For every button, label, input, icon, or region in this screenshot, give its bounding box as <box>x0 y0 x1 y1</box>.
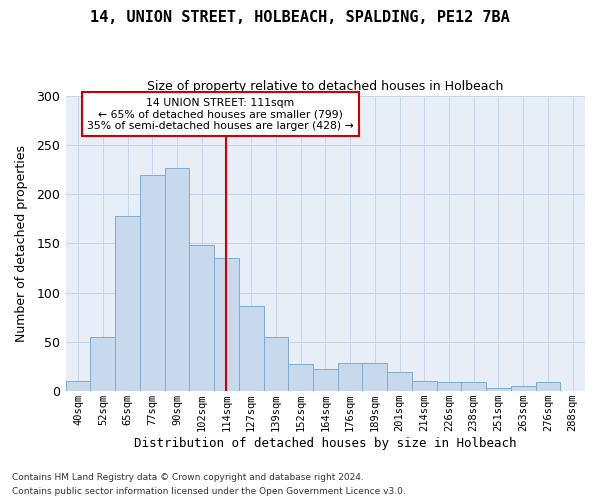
Bar <box>486 388 511 391</box>
Bar <box>164 168 190 391</box>
Text: Contains HM Land Registry data © Crown copyright and database right 2024.: Contains HM Land Registry data © Crown c… <box>12 472 364 482</box>
Bar <box>437 382 461 391</box>
Title: Size of property relative to detached houses in Holbeach: Size of property relative to detached ho… <box>147 80 503 93</box>
Bar <box>461 382 486 391</box>
Bar <box>536 382 560 391</box>
Bar <box>91 337 115 391</box>
Bar <box>140 176 164 391</box>
Bar <box>511 386 536 391</box>
Bar <box>288 364 313 391</box>
Bar <box>115 216 140 391</box>
Bar <box>387 372 412 391</box>
X-axis label: Distribution of detached houses by size in Holbeach: Distribution of detached houses by size … <box>134 437 517 450</box>
Bar <box>362 362 387 391</box>
Bar <box>214 258 239 391</box>
Text: 14, UNION STREET, HOLBEACH, SPALDING, PE12 7BA: 14, UNION STREET, HOLBEACH, SPALDING, PE… <box>90 10 510 25</box>
Bar <box>66 382 91 391</box>
Y-axis label: Number of detached properties: Number of detached properties <box>15 145 28 342</box>
Bar <box>313 368 338 391</box>
Text: 14 UNION STREET: 111sqm
← 65% of detached houses are smaller (799)
35% of semi-d: 14 UNION STREET: 111sqm ← 65% of detache… <box>87 98 353 130</box>
Bar <box>263 337 288 391</box>
Bar <box>190 246 214 391</box>
Bar <box>412 382 437 391</box>
Bar <box>239 306 263 391</box>
Bar <box>338 362 362 391</box>
Text: Contains public sector information licensed under the Open Government Licence v3: Contains public sector information licen… <box>12 488 406 496</box>
